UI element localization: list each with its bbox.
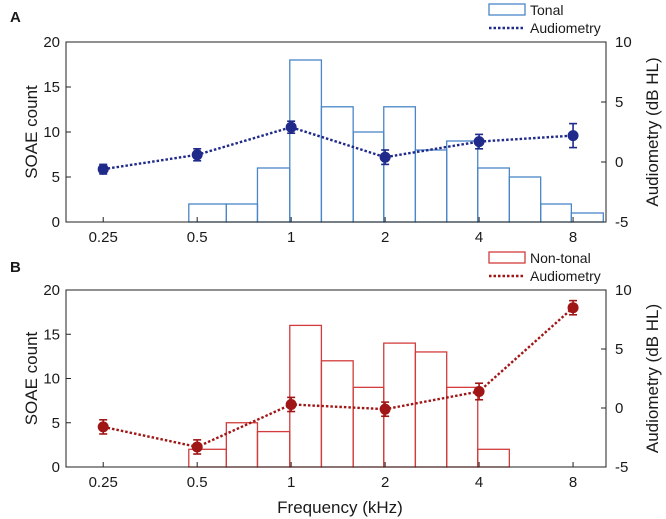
y-right-tick-label: 5: [615, 94, 623, 111]
panel-label: A: [10, 9, 21, 26]
audiometry-point: [97, 163, 109, 175]
plot-frame: [65, 41, 607, 223]
histogram-bar: [320, 106, 354, 223]
y-right-tick-label: 0: [615, 400, 623, 417]
audiometry-point: [285, 398, 297, 410]
y-left-axis-label: SOAE count: [22, 85, 41, 179]
histogram-bar: [477, 167, 510, 223]
histogram-bar: [352, 386, 385, 468]
histogram-bar: [320, 360, 354, 468]
y-left-tick-label: 5: [52, 169, 60, 186]
y-left-tick-label: 15: [43, 79, 60, 96]
legend-hist-swatch: [488, 251, 526, 264]
histogram-bar: [414, 149, 448, 223]
histogram-bar: [414, 351, 448, 468]
x-tick-label: 4: [475, 229, 483, 246]
histogram-bar: [225, 422, 259, 468]
x-tick-label: 2: [381, 474, 389, 491]
histogram-bar: [446, 140, 479, 223]
legend-hist-label: Tonal: [530, 2, 563, 18]
x-tick-label: 8: [569, 229, 577, 246]
y-right-tick-label: 0: [615, 154, 623, 171]
histogram-bar: [570, 212, 604, 223]
histogram-bar: [289, 59, 323, 223]
audiometry-point: [473, 136, 485, 148]
histogram-bar: [289, 324, 323, 468]
histogram-bar: [352, 131, 385, 223]
audiometry-point: [191, 149, 203, 161]
audiometry-point: [567, 130, 579, 142]
y-left-tick-label: 0: [52, 214, 60, 231]
y-left-tick-label: 15: [43, 326, 60, 343]
audiometry-point: [379, 403, 391, 415]
histogram-bar: [446, 386, 479, 468]
y-right-tick-label: 5: [615, 341, 623, 358]
y-left-tick-label: 20: [43, 34, 60, 51]
histogram-bar: [256, 167, 291, 223]
audiometry-point: [285, 121, 297, 133]
y-right-tick-label: 10: [615, 282, 632, 299]
x-tick-label: 4: [475, 474, 483, 491]
y-right-tick-label: 10: [615, 34, 632, 51]
histogram-bar: [477, 448, 510, 468]
x-axis-label: Frequency (kHz): [277, 498, 403, 517]
audiometry-line: [103, 125, 574, 171]
panel-a: A 0 5 10 15 20 -5 0 5 10 0.25 0.5 1 2 4 8 SOAE count Audi…: [10, 2, 662, 246]
audiometry-point: [379, 151, 391, 163]
audiometry-point: [567, 302, 579, 314]
x-tick-label: 2: [381, 229, 389, 246]
x-tick-label: 0.5: [187, 229, 208, 246]
histogram-bar: [188, 203, 227, 223]
histogram-bar: [225, 203, 259, 223]
histogram-bar: [188, 448, 227, 468]
y-right-axis-label: Audiometry (dB HL): [643, 304, 662, 453]
audiometry-point: [473, 385, 485, 397]
y-right-tick-label: -5: [615, 214, 628, 231]
audiometry-point: [191, 441, 203, 453]
y-left-tick-label: 5: [52, 415, 60, 432]
x-tick-label: 0.25: [89, 229, 118, 246]
y-left-axis-label: SOAE count: [22, 331, 41, 425]
y-left-tick-label: 20: [43, 282, 60, 299]
x-tick-label: 0.25: [89, 474, 118, 491]
audiometry-line: [102, 306, 574, 449]
x-tick-label: 1: [287, 229, 295, 246]
x-tick-label: 1: [287, 474, 295, 491]
y-right-axis-label: Audiometry (dB HL): [643, 57, 662, 206]
plot-frame: [65, 289, 607, 468]
legend-line-label: Audiometry: [530, 268, 601, 284]
histogram-bar: [508, 176, 542, 223]
legend-hist-swatch: [488, 3, 526, 16]
audiometry-point: [97, 421, 109, 433]
x-tick-label: 0.5: [187, 474, 208, 491]
y-right-tick-label: -5: [615, 459, 628, 476]
y-left-tick-label: 0: [52, 459, 60, 476]
histogram-bar: [540, 203, 573, 223]
panel-b: B 0 5 10 15 20 -5 0 5 10 0.25 0.5 1 2 4 8 SOAE count Audi…: [10, 250, 662, 491]
y-left-tick-label: 10: [43, 371, 60, 388]
panel-label: B: [10, 259, 21, 276]
x-tick-label: 8: [569, 474, 577, 491]
y-left-tick-label: 10: [43, 124, 60, 141]
legend-hist-label: Non-tonal: [530, 250, 591, 266]
legend-line-label: Audiometry: [530, 20, 601, 36]
histogram-bar: [256, 430, 291, 468]
